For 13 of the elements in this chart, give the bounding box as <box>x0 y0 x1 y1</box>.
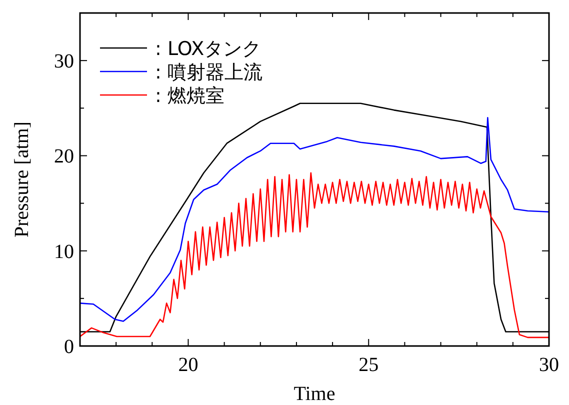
legend-label: : 燃焼室 <box>155 85 224 107</box>
y-tick-label: 20 <box>54 146 74 168</box>
x-tick-label: 30 <box>539 354 559 376</box>
legend-label: : 噴射器上流 <box>155 62 262 84</box>
y-axis-title: Pressure [atm] <box>11 121 33 238</box>
x-tick-label: 25 <box>358 354 379 376</box>
x-axis-title: Time <box>294 383 336 405</box>
x-tick-label: 20 <box>178 354 198 376</box>
legend-label: : LOXタンク <box>155 38 262 60</box>
line-series <box>79 172 550 338</box>
y-tick-label: 30 <box>54 50 74 73</box>
y-tick-label: 10 <box>54 240 74 263</box>
y-tick-label: 0 <box>64 336 74 358</box>
